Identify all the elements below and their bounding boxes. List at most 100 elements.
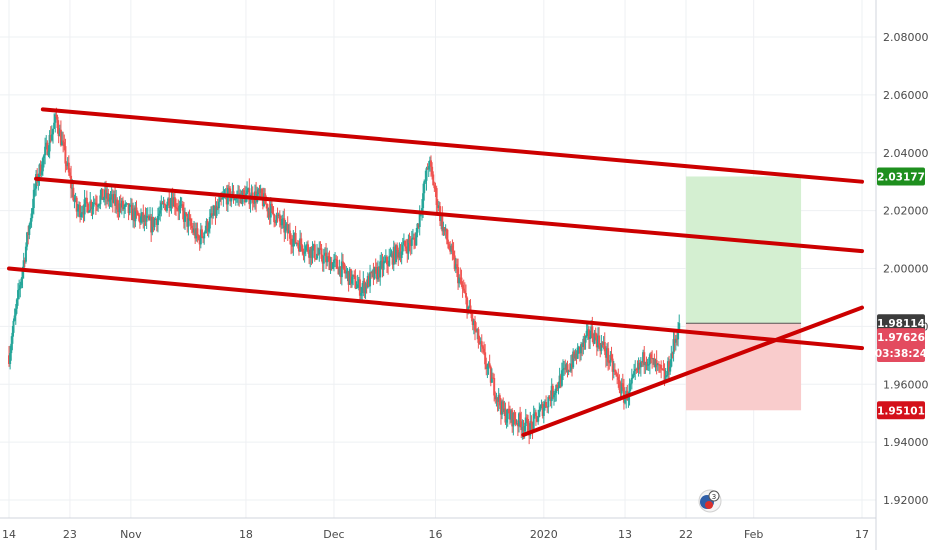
- candle-body: [380, 260, 383, 262]
- candle-body: [290, 238, 293, 245]
- candle-body: [524, 417, 527, 427]
- candle-body: [297, 244, 300, 252]
- candle-body: [385, 256, 388, 265]
- candle-body: [652, 358, 655, 360]
- profit-zone[interactable]: [685, 176, 802, 324]
- candle-body: [197, 236, 200, 239]
- lower-channel-line[interactable]: [7, 266, 864, 351]
- candle-body: [284, 225, 287, 233]
- candle-body: [593, 332, 596, 344]
- candle-body: [214, 205, 217, 216]
- candle-body: [472, 320, 475, 326]
- candle-body: [451, 245, 454, 252]
- candle-body: [651, 357, 654, 359]
- candle-body: [433, 185, 436, 189]
- candle-body: [383, 260, 386, 262]
- candle-body: [392, 246, 395, 265]
- candle-body: [53, 122, 56, 129]
- middle-channel-line[interactable]: [34, 176, 864, 254]
- candle-body: [228, 187, 231, 189]
- candle-body: [454, 264, 457, 270]
- candle-body: [670, 353, 673, 367]
- event-flag-icon[interactable]: 3: [698, 489, 722, 513]
- candle-body: [485, 364, 488, 369]
- candle-body: [387, 264, 390, 266]
- candle-body: [187, 217, 190, 227]
- last-price-tag-box: [877, 328, 925, 347]
- candle-body: [666, 361, 669, 376]
- candle-body: [195, 228, 198, 239]
- candle-body: [671, 353, 674, 355]
- candle-body: [286, 224, 289, 234]
- candle-body: [173, 197, 176, 208]
- candle-body: [648, 354, 651, 365]
- candle-body: [379, 261, 382, 278]
- candle-body: [348, 269, 351, 285]
- candle-body: [138, 215, 141, 223]
- candle-body: [334, 258, 337, 260]
- target-price-tag-box: [877, 167, 925, 186]
- candle-body: [30, 213, 33, 222]
- candle-body: [561, 369, 564, 371]
- candle-body: [56, 116, 59, 128]
- candle-body: [220, 197, 223, 200]
- candle-body: [68, 172, 71, 176]
- candle-body: [163, 203, 166, 206]
- candle-body: [33, 188, 36, 190]
- long-position-tool[interactable]: [685, 176, 802, 411]
- price-axis[interactable]: 2.080002.060002.040002.020002.000001.980…: [883, 31, 929, 507]
- candle-body: [108, 199, 111, 202]
- candle-body: [488, 363, 491, 367]
- candle-body: [506, 408, 509, 420]
- candle-body: [129, 204, 132, 206]
- candle-body: [71, 187, 74, 189]
- candle-body: [631, 375, 634, 378]
- candle-body: [316, 253, 319, 259]
- candle-body: [596, 335, 599, 348]
- candle-body: [600, 342, 603, 351]
- candle-body: [677, 330, 680, 340]
- candle-body: [142, 212, 145, 222]
- candle-body: [527, 419, 530, 434]
- candle-body: [257, 189, 260, 195]
- candle-body: [378, 267, 381, 278]
- candle-body: [557, 387, 560, 389]
- rising-support-line[interactable]: [521, 305, 864, 437]
- candle-body: [432, 174, 435, 186]
- candle-body: [492, 377, 495, 379]
- time-axis[interactable]: 14 23 Nov 18 Dec 16 2020 13 22 Feb 17: [2, 528, 869, 541]
- candle-body: [162, 203, 165, 205]
- candle-body: [461, 284, 464, 289]
- candle-body: [375, 267, 378, 280]
- candle-body: [407, 239, 410, 254]
- candle-body: [608, 362, 611, 364]
- candle-body: [669, 366, 672, 372]
- candle-body: [73, 200, 76, 202]
- candle-body: [673, 339, 676, 343]
- candle-body: [155, 218, 158, 225]
- candle-body: [405, 246, 408, 249]
- candle-body: [406, 248, 409, 254]
- candle-body: [657, 364, 660, 366]
- candle-body: [493, 377, 496, 396]
- candle-body: [382, 261, 385, 270]
- candle-body: [106, 192, 109, 199]
- candle-body: [360, 293, 363, 296]
- candle-body: [594, 332, 597, 338]
- candle-body: [577, 346, 580, 348]
- candle-body: [621, 383, 624, 388]
- time-tick-label: 14: [2, 528, 16, 541]
- candle-body: [525, 417, 528, 420]
- candle-body: [317, 253, 320, 255]
- last-price-tag-label: 1.97626: [877, 332, 925, 344]
- candle-body: [619, 389, 622, 394]
- candle-body: [453, 255, 456, 270]
- candle-body: [466, 297, 469, 314]
- candle-body: [272, 206, 275, 215]
- upper-channel-line[interactable]: [40, 107, 864, 184]
- candle-body: [329, 262, 332, 271]
- trendline-group[interactable]: [7, 107, 864, 437]
- candle-body: [96, 205, 99, 207]
- candle-body: [452, 251, 455, 256]
